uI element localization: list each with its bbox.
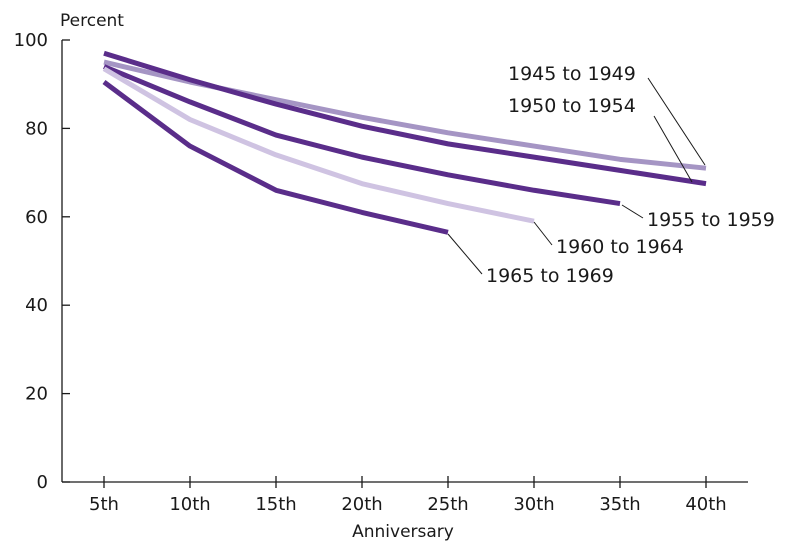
y-tick-label: 60: [25, 207, 48, 228]
series-line: [102, 66, 535, 224]
y-ticks: 0 20 40 60 80 100: [14, 30, 70, 493]
series-label: 1965 to 1969: [486, 265, 614, 287]
x-tick-label: 35th: [599, 494, 640, 515]
x-tick-label: 5th: [89, 494, 119, 515]
series-label: 1955 to 1959: [647, 209, 775, 231]
series-lines: [102, 50, 707, 235]
y-axis-label: Percent: [60, 11, 124, 31]
y-tick-label: 40: [25, 295, 48, 316]
series-leader-line: [621, 204, 644, 219]
x-ticks: 5th 10th 15th 20th 25th 30th 35th 40th: [89, 476, 727, 515]
y-tick-label: 20: [25, 384, 48, 405]
series-leader-line: [447, 233, 483, 275]
series-label: 1945 to 1949: [508, 63, 636, 85]
series-line: [103, 64, 621, 207]
x-axis-label: Anniversary: [352, 522, 454, 542]
series-label: 1960 to 1964: [556, 236, 684, 258]
series-leader-line: [653, 115, 693, 183]
series-leader-line: [647, 77, 706, 166]
x-tick-label: 40th: [685, 494, 726, 515]
series-labels: 1945 to 1949 1950 to 1954 1955 to 1959 1960…: [447, 63, 775, 287]
series-line: [102, 79, 449, 235]
x-tick-label: 25th: [427, 494, 468, 515]
y-tick-label: 100: [14, 30, 48, 51]
series-line: [103, 50, 707, 187]
x-tick-label: 15th: [255, 494, 296, 515]
x-tick-label: 20th: [341, 494, 382, 515]
x-tick-label: 30th: [513, 494, 554, 515]
series-leader-line: [533, 221, 553, 246]
series-label: 1950 to 1954: [508, 95, 636, 117]
x-axis: 5th 10th 15th 20th 25th 30th 35th 40th Annivers…: [62, 476, 748, 542]
y-tick-label: 0: [37, 472, 48, 493]
y-tick-label: 80: [25, 118, 48, 139]
y-axis: Percent 0 20 40 60 80 100: [14, 11, 125, 493]
x-tick-label: 10th: [169, 494, 210, 515]
